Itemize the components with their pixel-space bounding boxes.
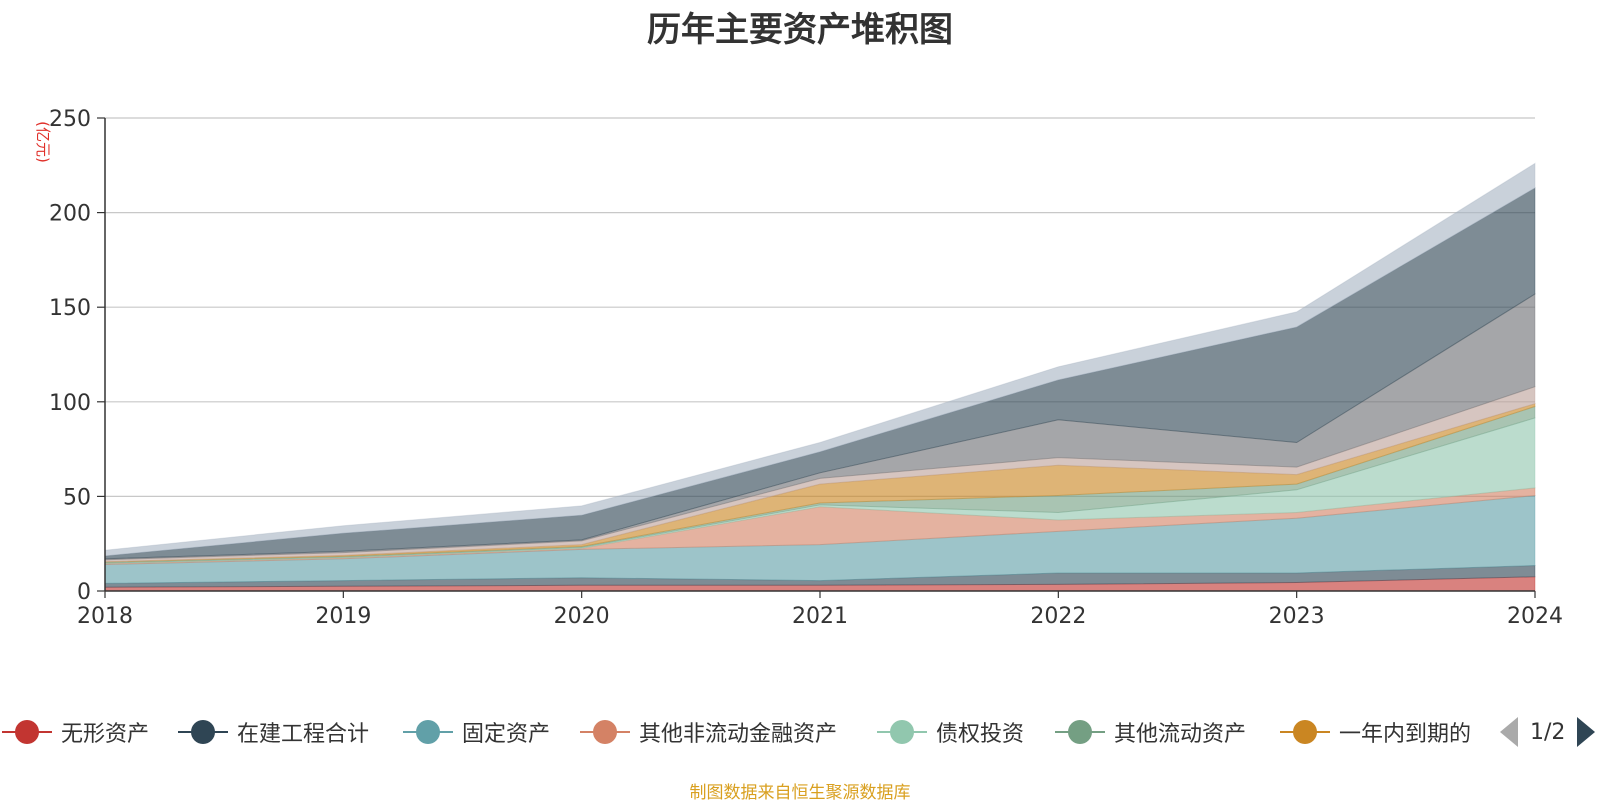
legend-item[interactable]: 其他非流动金融资产 xyxy=(580,712,837,752)
y-tick-label: 200 xyxy=(49,202,91,227)
x-tick-label: 2020 xyxy=(554,604,610,629)
legend-item[interactable]: 一年内到期的 xyxy=(1280,712,1471,752)
legend-label: 无形资产 xyxy=(61,722,150,747)
legend-label: 在建工程合计 xyxy=(237,722,370,747)
legend-item[interactable]: 其他流动资产 xyxy=(1055,712,1246,752)
legend-page-indicator: 1/2 xyxy=(1530,719,1566,745)
legend-next-page-icon[interactable] xyxy=(1577,717,1596,747)
y-tick-label: 0 xyxy=(77,580,91,605)
legend-marker xyxy=(2,718,52,746)
legend-marker xyxy=(580,718,630,746)
area-series xyxy=(104,405,1536,564)
y-tick-label: 250 xyxy=(49,107,91,132)
y-tick-label: 100 xyxy=(49,391,91,416)
x-tick-label: 2022 xyxy=(1030,604,1086,629)
y-axis-unit-label: (亿元) xyxy=(34,121,52,163)
tick-labels: 0 50 100 150 200 250 2018 2019 2020 2021 2022 2023 2… xyxy=(49,107,1563,629)
chart-title: 历年主要资产堆积图 xyxy=(647,10,953,50)
y-tick-label: 50 xyxy=(63,485,91,510)
x-tick-label: 2021 xyxy=(792,604,848,629)
axes xyxy=(104,118,1535,592)
legend-marker xyxy=(403,718,453,746)
legend-label: 债权投资 xyxy=(936,722,1025,747)
legend-prev-page-icon[interactable] xyxy=(1500,717,1518,747)
x-tick-label: 2024 xyxy=(1507,604,1563,629)
legend-label: 一年内到期的 xyxy=(1339,722,1472,747)
area-series xyxy=(104,403,1536,563)
legend: 无形资产 在建工程合计 固定资产 其他非流动金融资产 债权投资 其他流动资产 一… xyxy=(0,712,1600,752)
legend-marker xyxy=(178,718,228,746)
x-tick-label: 2018 xyxy=(77,604,133,629)
legend-item[interactable]: 无形资产 xyxy=(2,712,149,752)
series-areas xyxy=(104,162,1536,592)
legend-item[interactable]: 债权投资 xyxy=(877,712,1024,752)
area-series xyxy=(104,162,1536,557)
legend-label: 其他非流动金融资产 xyxy=(639,722,838,747)
area-series xyxy=(104,564,1536,588)
source-note: 制图数据来自恒生聚源数据库 xyxy=(689,783,911,803)
legend-marker xyxy=(877,718,927,746)
legend-marker xyxy=(1280,718,1330,746)
legend-marker xyxy=(1055,718,1105,746)
legend-item[interactable]: 在建工程合计 xyxy=(178,712,369,752)
legend-label: 其他流动资产 xyxy=(1114,722,1247,747)
legend-pager: 1/2 xyxy=(1500,712,1596,752)
legend-label: 固定资产 xyxy=(462,722,551,747)
x-tick-label: 2019 xyxy=(315,604,371,629)
x-tick-label: 2023 xyxy=(1269,604,1325,629)
legend-item[interactable]: 固定资产 xyxy=(403,712,550,752)
y-tick-label: 150 xyxy=(49,296,91,321)
area-series xyxy=(104,187,1536,560)
